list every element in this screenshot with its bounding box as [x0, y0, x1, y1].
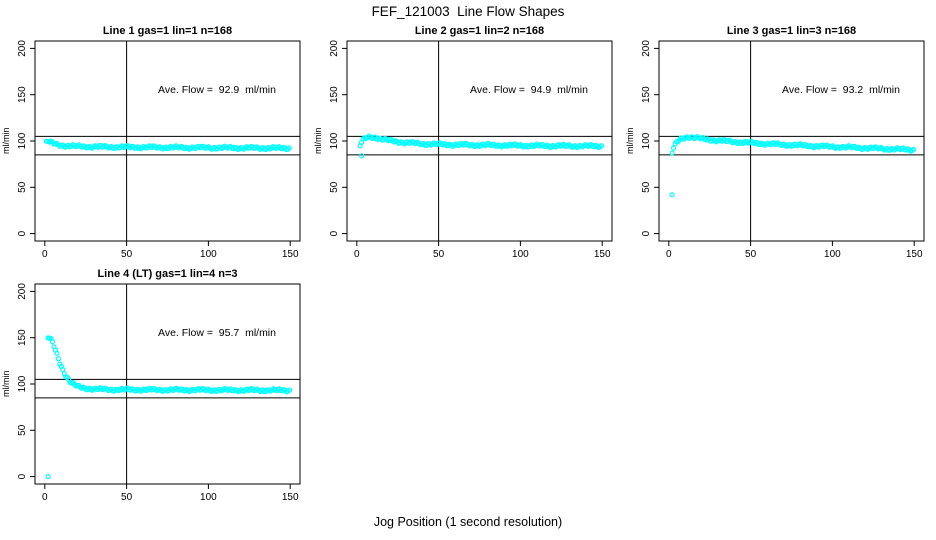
data-point — [670, 145, 677, 151]
ave-flow-annotation: Ave. Flow = 92.9 ml/min — [158, 84, 276, 96]
plot-area-line-3: 0 50 100 150 0 50 100 150 200 — [641, 40, 925, 260]
y-tick-label: 0 — [17, 230, 28, 236]
x-tick-label: 50 — [433, 249, 445, 260]
data-point — [60, 366, 66, 372]
y-tick-label: 100 — [17, 375, 28, 392]
y-tick-label: 0 — [641, 230, 652, 236]
y-tick-label: 200 — [17, 283, 28, 300]
x-axis-label: Jog Position (1 second resolution) — [373, 515, 563, 529]
data-point — [669, 150, 675, 156]
data-point — [54, 350, 60, 356]
panel-line-4: Line 4 (LT) gas=1 lin=4 n=3 ml/min 0 50 10… — [0, 267, 312, 510]
panel-title: Line 1 gas=1 lin=1 n=168 — [102, 25, 233, 37]
x-tick-label: 100 — [824, 249, 841, 260]
data-point — [49, 339, 56, 345]
panel-title: Line 3 gas=1 lin=3 n=168 — [726, 25, 857, 37]
y-tick-label: 200 — [329, 40, 340, 57]
y-tick-label: 100 — [641, 132, 652, 149]
plot-area-line-1: 0 50 100 150 0 50 100 150 200 — [17, 40, 301, 260]
ave-flow-annotation: Ave. Flow = 93.2 ml/min — [782, 84, 900, 96]
x-tick-label: 0 — [666, 249, 672, 260]
y-tick-label: 0 — [329, 230, 340, 236]
y-tick-label: 50 — [17, 181, 28, 193]
y-tick-label: 150 — [329, 86, 340, 103]
x-tick-label: 50 — [745, 249, 757, 260]
y-tick-label: 200 — [17, 40, 28, 57]
ave-flow-annotation: Ave. Flow = 95.7 ml/min — [158, 327, 276, 339]
x-tick-label: 150 — [594, 249, 611, 260]
y-tick-label: 50 — [17, 424, 28, 436]
y-tick-label: 0 — [17, 473, 28, 479]
panel-line-3: Line 3 gas=1 lin=3 n=168 ml/min 0 50 100 15… — [624, 24, 936, 267]
data-point — [910, 146, 917, 153]
x-tick-label: 150 — [906, 249, 923, 260]
panel-title: Line 4 (LT) gas=1 lin=4 n=3 — [97, 268, 238, 280]
ave-flow-annotation: Ave. Flow = 94.9 ml/min — [470, 84, 588, 96]
data-point — [359, 153, 365, 159]
y-tick-label: 50 — [641, 181, 652, 193]
panel-line-1: Line 1 gas=1 lin=1 n=168 ml/min 0 50 100 15… — [0, 24, 312, 267]
data-point — [598, 143, 605, 149]
x-tick-label: 100 — [200, 249, 217, 260]
y-tick-label: 150 — [17, 329, 28, 346]
y-tick-label: 150 — [641, 86, 652, 103]
y-tick-label: 50 — [329, 181, 340, 193]
y-tick-label: 150 — [17, 86, 28, 103]
plot-box — [34, 40, 301, 242]
x-tick-label: 50 — [121, 492, 133, 503]
x-tick-label: 50 — [121, 249, 133, 260]
x-tick-label: 150 — [282, 249, 299, 260]
x-tick-label: 100 — [200, 492, 217, 503]
y-tick-label: 100 — [329, 132, 340, 149]
x-tick-label: 0 — [42, 492, 48, 503]
figure-title: FEF_121003 Line Flow Shapes — [371, 4, 565, 19]
y-tick-label: 100 — [17, 132, 28, 149]
data-point — [45, 473, 51, 480]
data-point — [55, 356, 61, 362]
plot-area-line-2: 0 50 100 150 0 50 100 150 200 — [329, 40, 613, 260]
data-point — [286, 387, 293, 393]
data-point — [286, 145, 292, 151]
x-tick-label: 0 — [42, 249, 48, 260]
x-tick-label: 0 — [354, 249, 360, 260]
x-tick-label: 100 — [512, 249, 529, 260]
panel-line-2: Line 2 gas=1 lin=2 n=168 ml/min 0 50 100 15… — [312, 24, 624, 267]
x-tick-label: 150 — [282, 492, 299, 503]
panel-title: Line 2 gas=1 lin=2 n=168 — [414, 25, 545, 37]
plot-area-line-4: 0 50 100 150 0 50 100 150 200 — [17, 283, 301, 503]
data-point — [669, 192, 675, 198]
y-tick-label: 200 — [641, 40, 652, 57]
